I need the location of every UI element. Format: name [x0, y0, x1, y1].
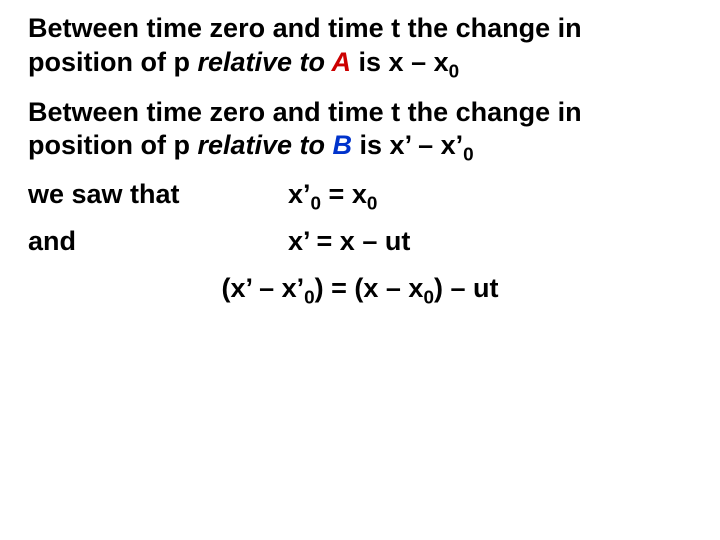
p2-B: B [333, 130, 353, 160]
row1-eq: x’0 = x0 [288, 179, 692, 210]
slide: Between time zero and time t the change … [0, 0, 720, 540]
row2-label: and [28, 226, 288, 257]
final-lhs-sub: 0 [304, 287, 315, 308]
row1-eq-mid: = x [321, 179, 367, 209]
p2-sub: 0 [463, 145, 474, 166]
row1-eq-sub2: 0 [367, 193, 378, 214]
paragraph-1: Between time zero and time t the change … [28, 12, 692, 80]
final-equation: (x’ – x’0) = (x – x0) – ut [28, 273, 692, 304]
row1-label: we saw that [28, 179, 288, 210]
p1-A: A [332, 47, 352, 77]
paragraph-2: Between time zero and time t the change … [28, 96, 692, 164]
final-mid: ) = (x – x [315, 273, 424, 303]
p1-sub: 0 [449, 61, 460, 82]
row2-eq: x’ = x – ut [288, 226, 692, 257]
p2-relative-to: relative to [197, 130, 332, 160]
row-we-saw-that: we saw that x’0 = x0 [28, 179, 692, 210]
final-tail: ) – ut [434, 273, 499, 303]
row-and: and x’ = x – ut [28, 226, 692, 257]
final-rhs-sub: 0 [423, 287, 434, 308]
final-lhs-pre: (x’ – x’ [222, 273, 305, 303]
p2-post: is x’ – x’ [352, 130, 463, 160]
row1-eq-pre: x’ [288, 179, 311, 209]
p1-relative-to: relative to [197, 47, 331, 77]
p1-post: is x – x [351, 47, 449, 77]
row1-eq-sub1: 0 [311, 193, 322, 214]
